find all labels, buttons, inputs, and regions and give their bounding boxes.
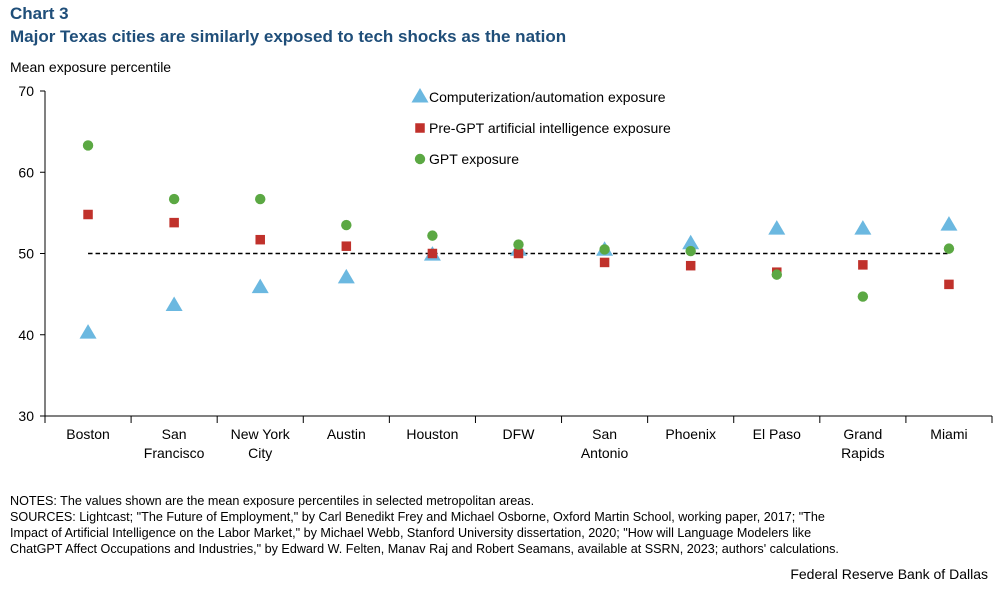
gpt-point (83, 140, 93, 150)
x-tick-label: Houston (406, 426, 458, 442)
gpt-point (944, 243, 954, 253)
x-tick-label: Miami (930, 426, 967, 442)
automation-point (940, 216, 957, 231)
scatter-chart: 30 40 50 60 70 Boston San Francisco New York City… (0, 0, 997, 490)
x-tick-label: Francisco (144, 445, 205, 461)
sources-line-3: ChatGPT Affect Occupations and Industrie… (10, 541, 990, 557)
notes-text: NOTES: The values shown are the mean exp… (10, 493, 990, 509)
y-tick-label: 50 (18, 246, 34, 262)
x-tick-label: San (162, 426, 187, 442)
gpt-point (858, 291, 868, 301)
pre-gpt-ai-point (255, 235, 265, 245)
automation-point (166, 297, 183, 312)
legend-pre-gpt-ai-marker (415, 123, 425, 133)
y-tick-label: 70 (18, 83, 34, 99)
chart-notes: NOTES: The values shown are the mean exp… (10, 493, 990, 557)
pre-gpt-ai-point (169, 218, 179, 228)
x-tick-label: New York (231, 426, 291, 442)
x-tick-label: San (592, 426, 617, 442)
legend-automation-label: Computerization/automation exposure (429, 89, 666, 105)
y-tick-label: 30 (18, 408, 34, 424)
automation-point (80, 324, 97, 339)
automation-point (854, 220, 871, 235)
legend-pre-gpt-ai-label: Pre-GPT artificial intelligence exposure (429, 120, 671, 136)
pre-gpt-ai-point (600, 258, 610, 268)
x-tick-label: Antonio (581, 445, 629, 461)
x-tick-label: Grand (843, 426, 882, 442)
gpt-point (341, 220, 351, 230)
x-tick-label: Rapids (841, 445, 885, 461)
automation-point (338, 269, 355, 284)
pre-gpt-ai-point (686, 261, 696, 271)
pre-gpt-ai-point (428, 249, 438, 259)
x-tick-label: Austin (327, 426, 366, 442)
y-tick-label: 40 (18, 327, 34, 343)
automation-point (768, 220, 785, 235)
sources-line-1: SOURCES: Lightcast; "The Future of Emplo… (10, 509, 990, 525)
x-tick-label: El Paso (753, 426, 801, 442)
pre-gpt-ai-point (83, 210, 93, 220)
source-credit: Federal Reserve Bank of Dallas (790, 566, 988, 582)
gpt-point (255, 194, 265, 204)
gpt-point (513, 239, 523, 249)
legend-gpt-label: GPT exposure (429, 151, 519, 167)
pre-gpt-ai-point (944, 280, 954, 290)
gpt-point (427, 230, 437, 240)
legend-automation-marker (412, 88, 429, 103)
gpt-point (685, 246, 695, 256)
gpt-point (599, 244, 609, 254)
x-tick-label: Boston (66, 426, 110, 442)
pre-gpt-ai-point (858, 260, 868, 270)
x-tick-label: DFW (503, 426, 536, 442)
legend-gpt-marker (415, 154, 425, 164)
gpt-point (772, 269, 782, 279)
y-tick-label: 60 (18, 164, 34, 180)
x-tick-label: Phoenix (665, 426, 716, 442)
pre-gpt-ai-point (342, 241, 352, 251)
automation-point (252, 279, 269, 294)
gpt-point (169, 194, 179, 204)
pre-gpt-ai-point (514, 249, 524, 259)
x-tick-label: City (248, 445, 272, 461)
sources-line-2: Impact of Artificial Intelligence on the… (10, 525, 990, 541)
